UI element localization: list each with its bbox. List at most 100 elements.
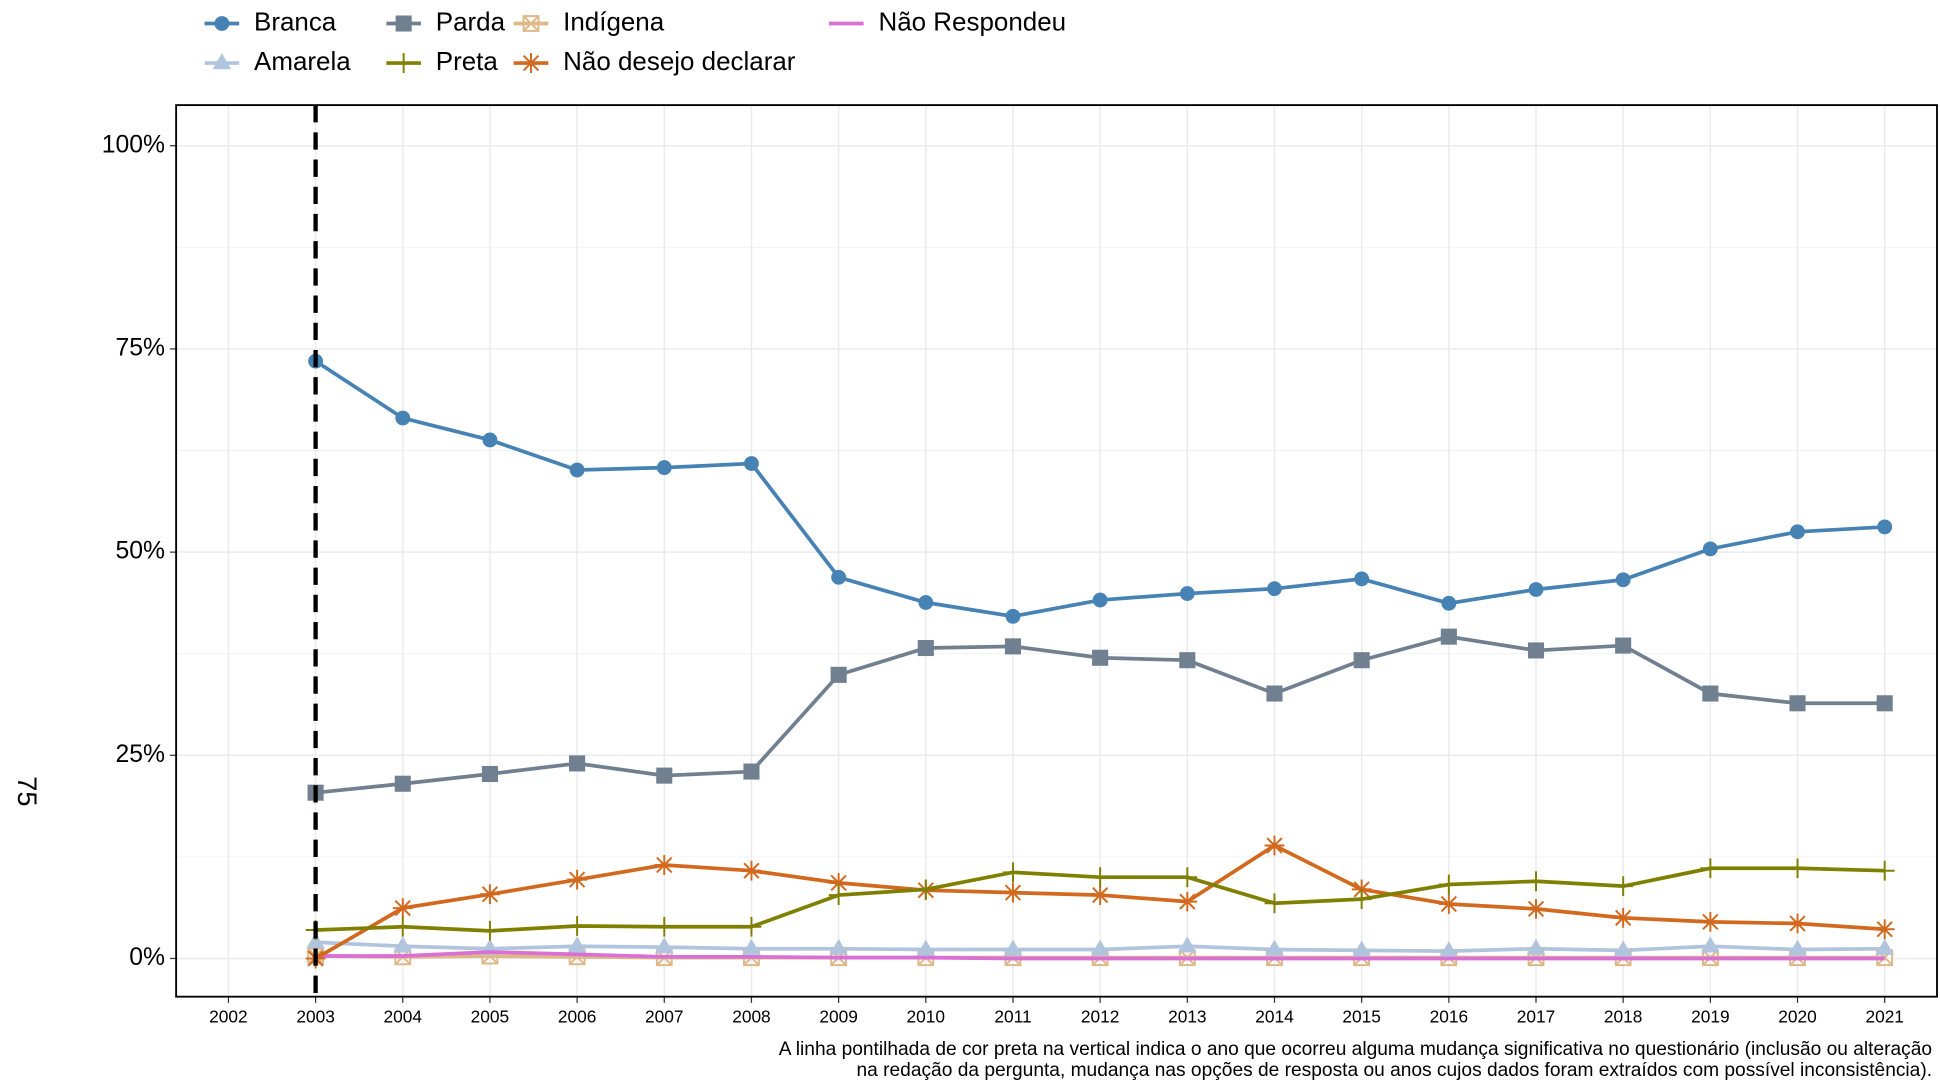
x-tick-label: 2015 <box>1342 1006 1380 1026</box>
marker <box>918 595 934 610</box>
marker-shape <box>1090 867 1111 888</box>
marker-shape <box>392 916 413 937</box>
y-tick-label: 0% <box>129 944 165 971</box>
marker-shape <box>1787 913 1808 934</box>
marker-shape <box>918 595 934 610</box>
marker <box>1787 858 1808 879</box>
marker <box>830 666 847 683</box>
marker-shape <box>1613 907 1634 928</box>
marker <box>1877 519 1893 535</box>
marker <box>654 916 675 937</box>
marker <box>569 755 586 772</box>
y-tick-label: 100% <box>102 131 165 158</box>
marker <box>656 460 672 476</box>
marker-shape <box>917 639 934 657</box>
marker-shape <box>743 763 760 780</box>
marker-shape <box>567 936 587 953</box>
marker-shape <box>1092 592 1108 608</box>
marker-shape <box>656 460 672 476</box>
marker <box>1003 939 1023 956</box>
marker <box>395 410 411 426</box>
marker-shape <box>1874 919 1895 940</box>
marker-shape <box>1528 582 1544 597</box>
marker <box>654 855 675 875</box>
marker-shape <box>1264 835 1285 856</box>
legend-label: Não Respondeu <box>878 6 1066 36</box>
marker-shape <box>1440 628 1457 645</box>
marker-shape <box>831 569 847 585</box>
x-tick-label: 2019 <box>1691 1006 1729 1026</box>
marker <box>1613 907 1634 928</box>
marker-shape <box>1613 940 1633 957</box>
x-tick-label: 2009 <box>819 1006 857 1026</box>
marker <box>1701 936 1720 953</box>
marker <box>567 869 588 890</box>
marker-shape <box>1702 685 1719 702</box>
x-tick-label: 2020 <box>1778 1006 1816 1026</box>
y-tick-label: 25% <box>116 741 165 768</box>
marker <box>915 879 936 900</box>
marker <box>1351 889 1372 910</box>
y-tick-label: 50% <box>116 538 165 565</box>
marker <box>1353 652 1370 669</box>
x-tick-label: 2014 <box>1255 1006 1294 1026</box>
marker <box>1874 860 1895 881</box>
marker <box>1439 941 1459 958</box>
marker <box>1875 938 1894 955</box>
marker-shape <box>1700 912 1721 932</box>
marker-shape <box>521 53 541 73</box>
marker-shape <box>1179 652 1196 669</box>
marker-shape <box>1875 938 1894 955</box>
marker <box>393 936 413 953</box>
x-tick-label: 2021 <box>1865 1006 1903 1026</box>
marker-shape <box>214 16 230 31</box>
marker <box>395 15 412 32</box>
marker <box>1788 939 1807 956</box>
marker-shape <box>1874 860 1895 881</box>
marker <box>1004 638 1022 655</box>
series-line <box>315 950 1885 961</box>
marker <box>828 873 849 893</box>
marker <box>1790 524 1805 540</box>
marker-shape <box>1005 608 1021 624</box>
x-tick-label: 2010 <box>907 1006 945 1026</box>
marker-shape <box>1526 899 1546 919</box>
marker-shape <box>395 15 412 32</box>
marker <box>1702 541 1718 557</box>
marker-shape <box>1615 572 1631 588</box>
marker <box>1264 893 1285 914</box>
marker <box>829 938 848 955</box>
marker-shape <box>1092 649 1109 666</box>
marker-shape <box>1441 595 1457 611</box>
marker-shape <box>654 855 675 875</box>
legend-label: Preta <box>436 46 499 76</box>
marker <box>1438 894 1459 914</box>
marker <box>1179 586 1195 601</box>
caption: na redação da pergunta, mudança nas opçõ… <box>857 1060 1933 1081</box>
y-tick-label: 75% <box>116 334 165 361</box>
marker <box>1874 919 1895 940</box>
marker-shape <box>1613 876 1634 897</box>
marker-shape <box>1177 891 1198 912</box>
marker-shape <box>569 755 586 772</box>
marker <box>1526 871 1546 892</box>
plot-background <box>176 105 1937 997</box>
marker-shape <box>395 410 411 426</box>
marker <box>1177 891 1198 912</box>
marker-shape <box>1438 894 1459 914</box>
marker-shape <box>1615 637 1632 654</box>
marker <box>917 639 934 657</box>
marker <box>481 765 498 783</box>
marker <box>1092 649 1109 666</box>
marker <box>1005 608 1021 624</box>
marker <box>1090 867 1111 888</box>
marker-shape <box>1267 581 1282 597</box>
marker <box>1177 867 1198 888</box>
marker <box>1700 858 1721 879</box>
marker-shape <box>1527 642 1545 659</box>
marker-shape <box>1003 882 1023 903</box>
marker <box>828 885 849 905</box>
marker <box>1527 642 1545 659</box>
marker <box>392 916 413 937</box>
marker <box>1528 582 1544 597</box>
